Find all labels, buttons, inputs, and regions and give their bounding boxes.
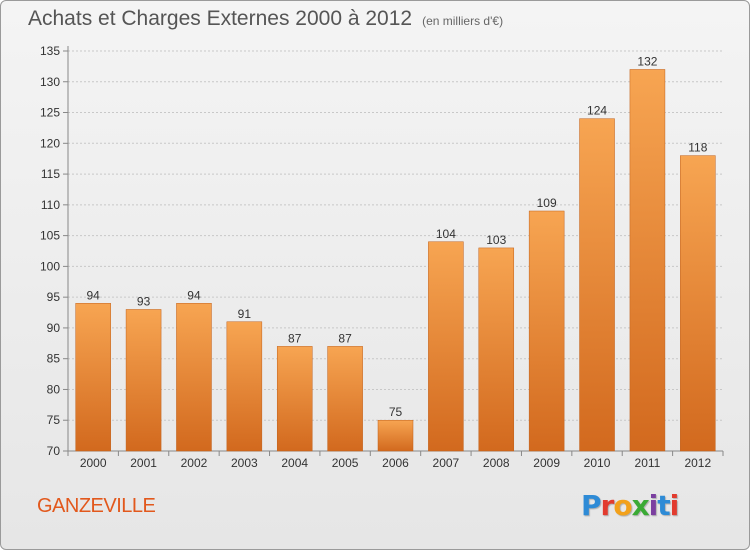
y-tick-label: 115 — [41, 167, 60, 181]
bar — [377, 419, 414, 452]
bar — [579, 118, 615, 452]
x-tick-label: 2010 — [584, 456, 611, 470]
bar-value-label: 94 — [87, 288, 101, 302]
brand-letter: x — [631, 489, 650, 522]
commune-name: GANZEVILLE — [37, 495, 156, 517]
brand-letter: i — [648, 489, 659, 522]
bar — [75, 303, 111, 452]
x-tick-label: 2005 — [332, 456, 359, 470]
x-tick-label: 2009 — [533, 456, 560, 470]
y-tick-label: 85 — [47, 352, 61, 366]
bar — [528, 210, 565, 452]
y-tick-label: 110 — [41, 198, 60, 212]
x-tick-label: 2004 — [281, 456, 308, 470]
x-tick-label: 2011 — [635, 456, 661, 470]
labels: 94 2000 93 2001 94 2002 91 2003 87 2004 87 2005 75 20… — [80, 54, 712, 470]
y-tick-label: 95 — [47, 290, 61, 304]
bar — [176, 303, 212, 452]
x-tick-label: 2000 — [80, 456, 107, 470]
grid-lines — [68, 50, 723, 421]
x-tick-label: 2002 — [181, 456, 208, 470]
x-tick-label: 2007 — [433, 456, 460, 470]
bar-value-label: 75 — [389, 405, 403, 419]
bar-value-label: 104 — [436, 227, 456, 241]
y-tick-label: 100 — [40, 259, 60, 273]
bar — [478, 247, 515, 452]
x-tick-label: 2006 — [382, 456, 409, 470]
brand-letter: o — [613, 489, 632, 522]
bar-value-label: 93 — [137, 294, 151, 308]
chart-title: Achats et Charges Externes 2000 à 2012 (e… — [28, 7, 503, 31]
bar-value-label: 91 — [238, 307, 252, 321]
y-tick-label: 90 — [47, 321, 61, 335]
bar-value-label: 132 — [637, 54, 657, 68]
bars — [75, 69, 716, 452]
bar — [276, 346, 313, 452]
bar-value-label: 94 — [187, 288, 201, 302]
chart-title-text: Achats et Charges Externes 2000 à 2012 — [28, 7, 413, 30]
bar — [327, 346, 363, 452]
bar-value-label: 87 — [288, 331, 302, 345]
bar-value-label: 87 — [338, 331, 352, 345]
bar — [125, 309, 162, 452]
x-tick-label: 2008 — [483, 456, 510, 470]
x-tick-label: 2003 — [231, 456, 258, 470]
y-tick-label: 130 — [40, 75, 60, 89]
y-tick-label: 120 — [40, 136, 60, 150]
x-tick-label: 2012 — [684, 456, 711, 470]
bar — [428, 241, 464, 452]
bar-value-label: 124 — [587, 104, 607, 118]
bar — [629, 69, 666, 452]
chart-title-unit: (en milliers d'€) — [422, 14, 504, 28]
bar-value-label: 109 — [537, 196, 557, 210]
brand-letter: r — [600, 489, 615, 522]
y-tick-label: 70 — [47, 444, 61, 458]
brand-letter: i — [669, 489, 680, 522]
brand-letter: P — [581, 489, 602, 522]
brand-logo: Proxiti — [581, 489, 680, 522]
y-tick-label: 75 — [47, 413, 61, 427]
bar-value-label: 118 — [688, 141, 707, 155]
bar — [226, 321, 263, 452]
y-tick-label: 80 — [47, 382, 61, 396]
x-tick-label: 2001 — [130, 456, 157, 470]
bar — [680, 155, 716, 452]
y-tick-label: 125 — [40, 106, 60, 120]
bar-value-label: 103 — [486, 233, 506, 247]
brand-letter: t — [657, 489, 670, 522]
y-tick-label: 135 — [40, 44, 60, 58]
y-tick-label: 105 — [40, 229, 60, 243]
